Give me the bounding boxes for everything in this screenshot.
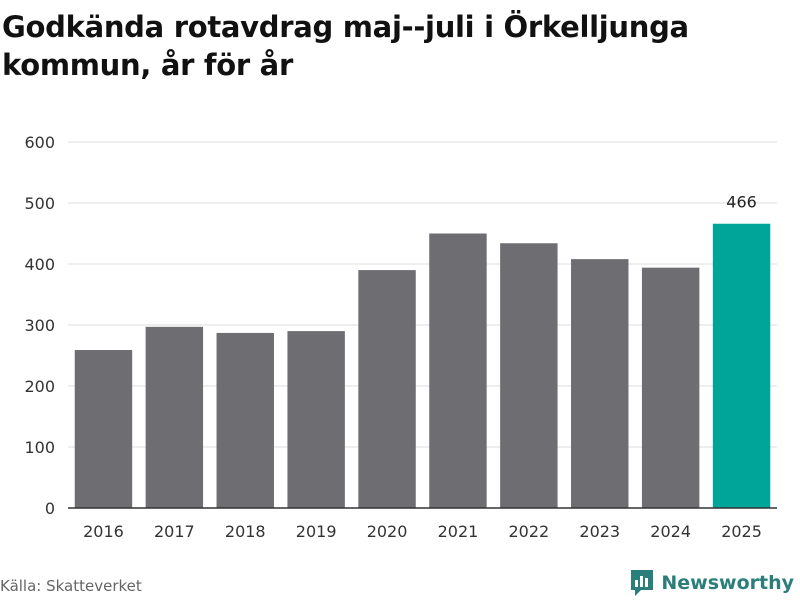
brand-name: Newsworthy (661, 572, 794, 594)
y-tick-label-500: 500 (24, 194, 55, 213)
brand: Newsworthy (629, 568, 794, 598)
x-tick-label-2023: 2023 (579, 522, 620, 541)
bar-2021 (429, 233, 487, 508)
bar-2016 (74, 350, 133, 508)
bar-2022 (500, 243, 558, 508)
x-tick-label-2025: 2025 (721, 522, 762, 541)
x-tick-label-2017: 2017 (154, 522, 195, 541)
bar-2025 (712, 223, 771, 509)
bar-2018 (216, 332, 274, 508)
x-tick-label-2021: 2021 (438, 522, 479, 541)
x-tick-label-2024: 2024 (650, 522, 691, 541)
x-tick-label-2019: 2019 (296, 522, 337, 541)
newsworthy-logo-icon (631, 570, 654, 596)
y-tick-label-600: 600 (24, 133, 55, 152)
y-tick-label-300: 300 (24, 316, 55, 335)
bar-2020 (358, 270, 416, 508)
y-tick-label-400: 400 (24, 255, 55, 274)
x-tick-label-2022: 2022 (508, 522, 549, 541)
y-tick-label-100: 100 (24, 438, 55, 457)
value-label-2025: 466 (726, 193, 757, 212)
y-tick-label-0: 0 (45, 499, 55, 518)
x-tick-label-2016: 2016 (83, 522, 124, 541)
y-tick-label-200: 200 (24, 377, 55, 396)
bar-2019 (287, 331, 345, 508)
source-note: Källa: Skatteverket (0, 577, 142, 595)
bar-2023 (571, 259, 629, 508)
chart-title: Godkända rotavdrag maj--juli i Örkelljun… (2, 10, 689, 82)
x-tick-label-2018: 2018 (225, 522, 266, 541)
bar-2017 (145, 326, 204, 508)
bar-2024 (641, 267, 700, 508)
x-tick-label-2020: 2020 (367, 522, 408, 541)
